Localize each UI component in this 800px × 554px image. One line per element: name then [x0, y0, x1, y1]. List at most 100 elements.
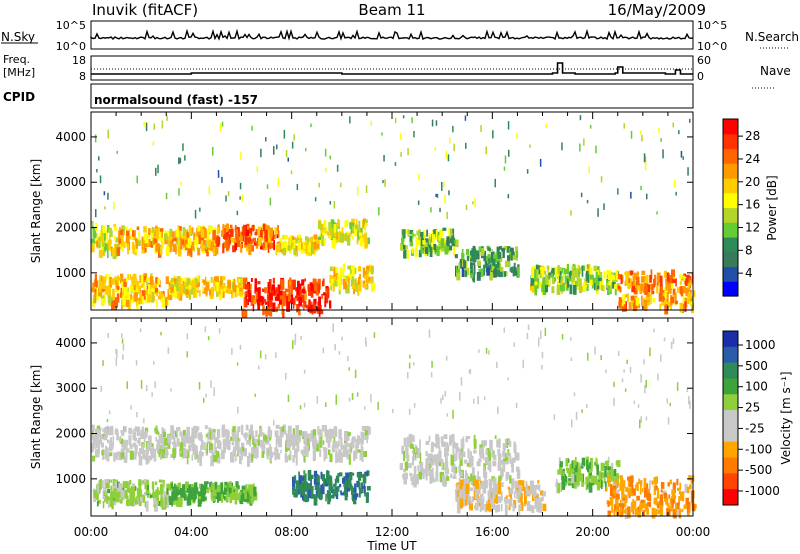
- heatmap-cell: [159, 228, 164, 232]
- heatmap-cell: [290, 434, 294, 443]
- heatmap-cell: [438, 446, 441, 453]
- heatmap-cell: [327, 440, 331, 448]
- heatmap-cell: [221, 289, 225, 298]
- heatmap-cell: [287, 245, 291, 251]
- heatmap-cell: [336, 486, 340, 492]
- heatmap-cell: [251, 430, 254, 439]
- heatmap-cell: [427, 453, 431, 461]
- heatmap-cell: [289, 299, 292, 303]
- heatmap-cell: [455, 265, 458, 276]
- heatmap-cell: [502, 458, 507, 462]
- heatmap-cell: [627, 506, 631, 516]
- heatmap-cell: [112, 436, 115, 447]
- heatmap-cell: [347, 432, 351, 436]
- colorbar-tick-label: 500: [745, 359, 768, 373]
- heatmap-cell: [618, 503, 623, 507]
- heatmap-cell: [217, 290, 221, 295]
- heatmap-cell: [496, 261, 500, 269]
- heatmap-cell: [332, 282, 335, 292]
- colorbar-tick-label: 1000: [745, 338, 776, 352]
- heatmap-cell: [472, 262, 476, 266]
- colorbar-tick-label: 24: [745, 152, 760, 166]
- heatmap-cell: [226, 442, 230, 447]
- heatmap-cell: [143, 122, 145, 127]
- heatmap-cell: [129, 450, 134, 460]
- heatmap-cell: [333, 201, 336, 209]
- heatmap-cell: [458, 263, 461, 274]
- heatmap-cell: [316, 283, 321, 294]
- heatmap-cell: [125, 299, 130, 307]
- heatmap-cell: [287, 394, 290, 402]
- heatmap-cell: [595, 457, 598, 465]
- heatmap-cell: [594, 346, 596, 355]
- heatmap-cell: [179, 451, 184, 457]
- heatmap-cell: [295, 425, 299, 435]
- heatmap-cell: [99, 479, 102, 490]
- heatmap-cell: [430, 461, 435, 466]
- heatmap-cell: [310, 305, 315, 312]
- heatmap-cell: [480, 268, 484, 277]
- heatmap-cell: [491, 499, 494, 506]
- heatmap-cell: [407, 229, 410, 237]
- heatmap-cell: [499, 459, 504, 465]
- heatmap-cell: [582, 473, 585, 485]
- heatmap-cell: [107, 439, 110, 444]
- heatmap-cell: [493, 489, 498, 498]
- heatmap-cell: [241, 308, 245, 320]
- heatmap-cell: [99, 275, 103, 283]
- heatmap-cell: [94, 279, 97, 287]
- heatmap-cell: [120, 430, 125, 434]
- heatmap-cell: [229, 452, 233, 463]
- heatmap-cell: [232, 450, 236, 457]
- heatmap-cell: [322, 474, 325, 482]
- heatmap-cell: [574, 457, 577, 466]
- heatmap-cell: [98, 279, 101, 288]
- heatmap-cell: [450, 228, 455, 236]
- heatmap-cell: [246, 490, 249, 501]
- heatmap-cell: [265, 437, 269, 445]
- heatmap-cell: [252, 486, 256, 496]
- heatmap-cell: [623, 502, 627, 508]
- heatmap-cell: [403, 437, 406, 447]
- heatmap-cell: [489, 439, 493, 451]
- heatmap-cell: [231, 492, 236, 500]
- heatmap-cell: [412, 474, 415, 484]
- heatmap-cell: [113, 202, 115, 210]
- heatmap-cell: [217, 439, 221, 448]
- heatmap-cell: [291, 141, 294, 149]
- heatmap-cell: [431, 360, 433, 368]
- heatmap-cell: [309, 299, 311, 305]
- heatmap-cell: [442, 441, 446, 448]
- heatmap-cell: [320, 229, 323, 233]
- heatmap-cell: [472, 201, 474, 205]
- heatmap-cell: [151, 392, 153, 397]
- heatmap-cell: [615, 475, 619, 484]
- heatmap-cell: [450, 454, 454, 466]
- heatmap-cell: [625, 294, 628, 298]
- heatmap-cell: [151, 288, 155, 296]
- heatmap-cell: [160, 331, 162, 336]
- heatmap-cell: [469, 487, 473, 492]
- heatmap-cell: [198, 290, 201, 297]
- heatmap-cell: [155, 243, 159, 252]
- heatmap-cell: [613, 492, 617, 499]
- heatmap-cell: [193, 279, 196, 286]
- heatmap-cell: [331, 227, 334, 238]
- heatmap-cell: [644, 487, 647, 498]
- heatmap-cell: [253, 241, 256, 246]
- heatmap-cell: [445, 474, 449, 478]
- heatmap-cell: [254, 447, 257, 452]
- heatmap-cell: [493, 269, 497, 278]
- heatmap-cell: [442, 394, 444, 400]
- heatmap-cell: [138, 480, 142, 491]
- heatmap-cell: [658, 293, 663, 302]
- heatmap-cell: [109, 442, 113, 452]
- heatmap-cell: [325, 438, 328, 443]
- heatmap-cell: [510, 490, 512, 500]
- heatmap-cell: [347, 266, 352, 270]
- heatmap-cell: [506, 453, 509, 458]
- heatmap-cell: [602, 463, 606, 468]
- heatmap-cell: [506, 495, 508, 499]
- heatmap-cell: [289, 277, 292, 281]
